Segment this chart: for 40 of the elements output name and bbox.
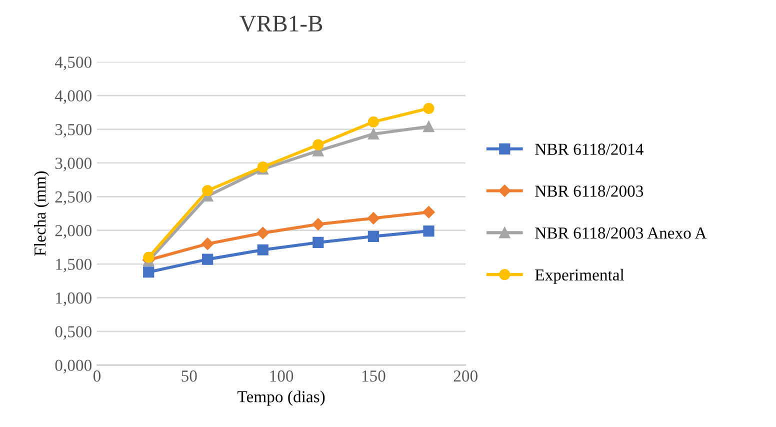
point (368, 128, 380, 140)
legend-label: NBR 6118/2003 Anexo A (535, 227, 707, 239)
x-tick-label: 150 (362, 370, 386, 382)
x-tick-label: 50 (182, 370, 197, 382)
y-axis-title: Flecha (mm) (34, 171, 50, 256)
point (312, 139, 324, 150)
point (143, 252, 154, 263)
point (256, 226, 269, 240)
point (202, 185, 214, 196)
point (423, 121, 434, 132)
y-tick-label: 0,000 (55, 360, 92, 374)
y-tick-label: 2,000 (55, 225, 92, 239)
point (312, 218, 324, 230)
chart-title: VRB1-B (240, 16, 322, 32)
point (368, 230, 380, 242)
legend-label: NBR 6118/2003 (535, 186, 644, 197)
y-tick-label: 3,500 (55, 124, 92, 138)
legend-label: Experimental (535, 268, 624, 284)
y-tick-label: 4,000 (54, 90, 92, 104)
point (201, 238, 214, 250)
x-axis-title: Tempo (dias) (238, 390, 325, 406)
y-tick-label: 4,500 (54, 56, 92, 70)
y-tick-label: 2,500 (55, 191, 92, 205)
point (202, 254, 214, 265)
y-tick-label: 3,000 (55, 158, 92, 172)
point (422, 206, 435, 218)
point (423, 225, 434, 237)
point (257, 244, 268, 256)
point (312, 236, 324, 248)
y-tick-label: 1,000 (56, 292, 92, 306)
point (368, 116, 380, 128)
x-tick-label: 0 (93, 370, 101, 382)
legend-label: NBR 6118/2014 (535, 144, 644, 155)
x-tick-label: 200 (454, 370, 478, 382)
y-tick-label: 1,500 (56, 258, 92, 272)
point (423, 102, 434, 114)
y-tick-label: 0,500 (55, 326, 92, 340)
x-tick-label: 100 (270, 370, 294, 382)
point (143, 266, 154, 278)
point (367, 212, 380, 224)
